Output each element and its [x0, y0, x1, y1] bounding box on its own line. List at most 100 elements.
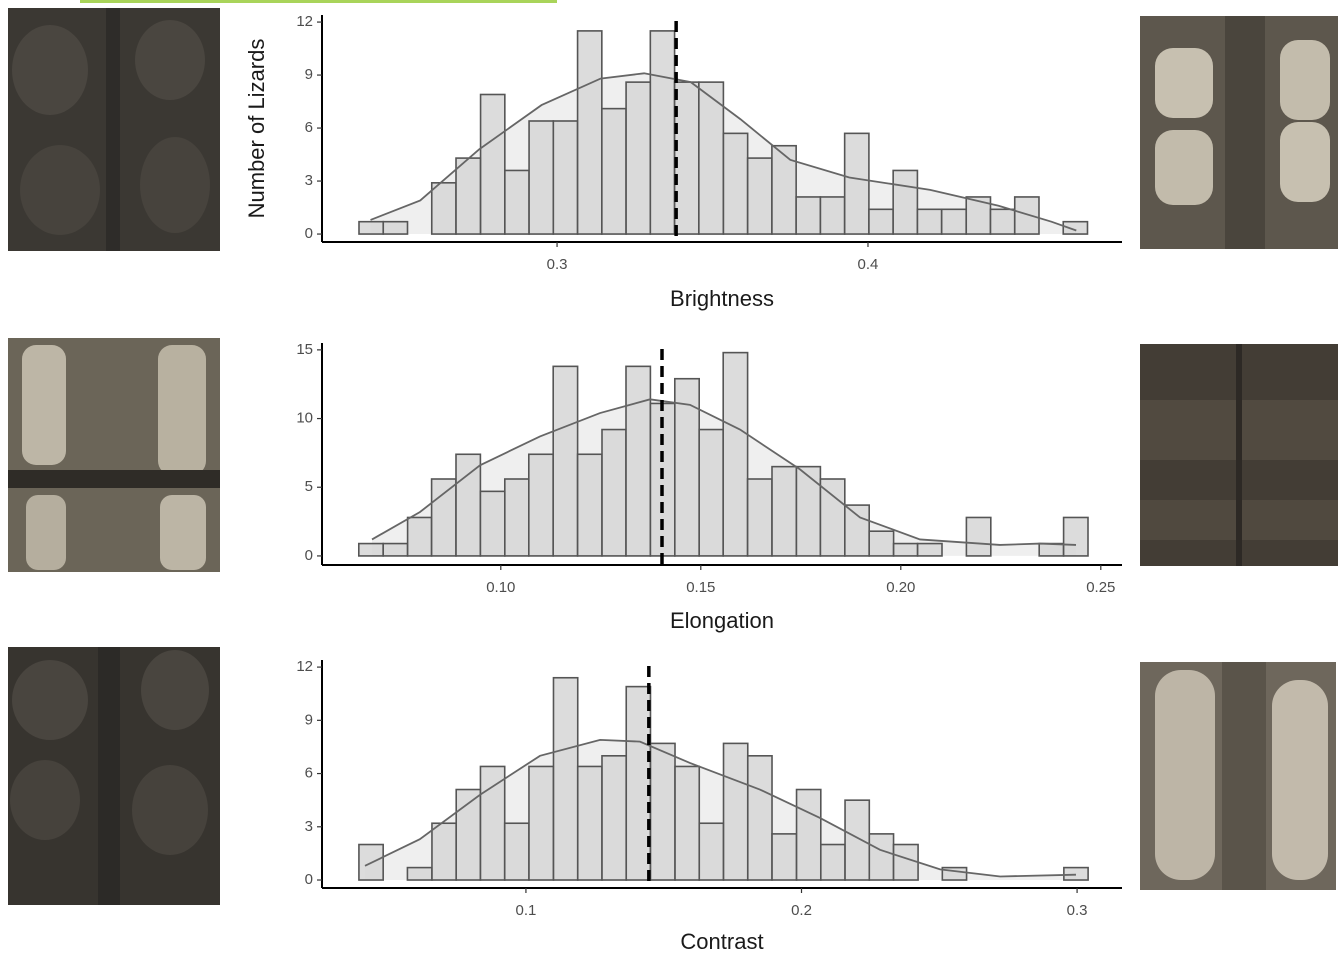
bar [601, 755, 628, 881]
bar [746, 478, 773, 557]
density-line [371, 398, 1077, 546]
bar [625, 365, 652, 557]
density-line [364, 738, 1077, 878]
bar [503, 478, 530, 557]
bar [1062, 516, 1089, 557]
x-tick-label: 0.10 [486, 579, 515, 596]
bar [892, 843, 919, 881]
bar [527, 453, 554, 557]
y-tick-label: 0 [305, 547, 313, 564]
bar [698, 428, 725, 557]
bar [819, 196, 846, 235]
x-tick-label: 0.15 [686, 579, 715, 596]
bar [430, 478, 457, 557]
bar [843, 132, 870, 235]
y-tick-label: 12 [296, 658, 313, 675]
bar [916, 208, 943, 235]
density-line [370, 72, 1077, 232]
photo-light-2 [8, 338, 220, 572]
bar [504, 169, 530, 235]
bar [892, 169, 919, 235]
x-tick-label: 0.3 [1067, 902, 1088, 919]
x-axis-label: Contrast [680, 929, 763, 954]
bar [552, 676, 579, 881]
bar [746, 157, 773, 235]
x-tick-label: 0.4 [858, 256, 879, 273]
photo-light-6 [1140, 662, 1336, 890]
bar [771, 144, 797, 235]
y-tick-label: 5 [305, 478, 313, 495]
bar [795, 788, 822, 881]
bar [698, 81, 725, 235]
bar [916, 542, 943, 557]
bar [503, 822, 530, 881]
bar [843, 504, 870, 557]
bar [868, 833, 895, 881]
bar [674, 765, 701, 881]
bar [431, 822, 458, 881]
highlight-bar [80, 0, 557, 3]
bar [868, 530, 895, 557]
bar [625, 81, 652, 235]
bar [1063, 866, 1089, 881]
y-tick-label: 9 [305, 711, 313, 728]
bar [576, 30, 603, 235]
bar [673, 81, 700, 235]
bar [601, 428, 627, 557]
bar [722, 132, 749, 235]
bar [479, 490, 506, 557]
bar [576, 765, 603, 881]
y-axis-label: Number of Lizards [244, 39, 269, 219]
bar [746, 755, 773, 881]
bar [771, 465, 798, 557]
y-tick-label: 3 [305, 818, 313, 835]
bar [479, 93, 506, 235]
y-tick-label: 15 [296, 341, 313, 358]
bar [795, 465, 822, 557]
photo-dark-5 [1140, 344, 1338, 566]
x-tick-label: 0.3 [547, 256, 568, 273]
bar [965, 516, 992, 557]
bar [1038, 542, 1065, 557]
y-tick-label: 10 [296, 410, 313, 427]
bar [1013, 196, 1040, 235]
bar [576, 453, 603, 557]
bar [528, 120, 555, 235]
bar [455, 453, 482, 557]
bar [819, 478, 846, 557]
bar [406, 516, 433, 557]
bar [844, 799, 871, 881]
bar [940, 208, 968, 235]
bar [406, 866, 433, 881]
bar [382, 220, 409, 235]
bar [795, 196, 822, 235]
bar [649, 30, 676, 235]
y-tick-label: 12 [296, 13, 313, 30]
bar [649, 742, 676, 881]
y-tick-label: 0 [305, 225, 313, 242]
x-tick-label: 0.2 [791, 902, 812, 919]
bar [455, 157, 482, 235]
bar [358, 220, 385, 235]
bar [722, 351, 749, 557]
bar [649, 402, 676, 557]
bar [430, 182, 457, 235]
bar [552, 365, 579, 557]
bar [625, 685, 652, 881]
y-tick-label: 0 [305, 871, 313, 888]
bar [989, 208, 1016, 235]
y-tick-label: 6 [305, 765, 313, 782]
x-tick-label: 0.20 [886, 579, 915, 596]
photo-dark-3 [8, 647, 220, 905]
bar [382, 542, 409, 557]
bar [892, 542, 919, 557]
bar [358, 843, 384, 881]
x-axis-label: Elongation [670, 608, 774, 633]
bar [479, 765, 506, 881]
bar [698, 822, 725, 881]
y-tick-label: 6 [305, 119, 313, 136]
x-axis-label: Brightness [670, 286, 774, 311]
photo-dark-1 [8, 8, 220, 251]
bar [455, 788, 482, 881]
